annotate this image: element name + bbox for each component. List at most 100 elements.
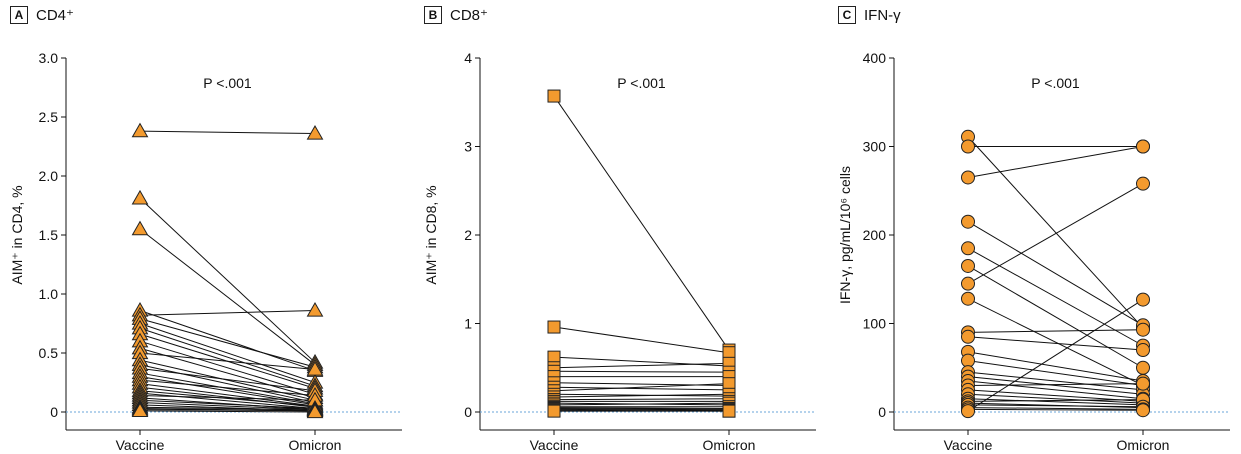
pair-line: [139, 383, 316, 407]
pair-line: [139, 397, 316, 411]
pair-line: [139, 390, 316, 407]
y-tick-label: 3.0: [39, 50, 59, 66]
pair-line: [967, 247, 1144, 347]
data-point-circle: [961, 258, 975, 273]
pair-line: [967, 183, 1144, 285]
data-point-circle: [1136, 322, 1150, 337]
pair-line: [967, 399, 1144, 402]
pair-line: [967, 221, 1144, 326]
pair-line: [139, 310, 316, 316]
pair-line: [139, 372, 316, 405]
x-category-label: Omicron: [289, 437, 342, 453]
pair-line: [139, 318, 316, 368]
y-axis-label: AIM⁺ in CD8, %: [423, 185, 439, 284]
pair-line: [139, 323, 316, 383]
pair-line: [139, 402, 316, 411]
y-tick-label: 0: [878, 404, 886, 420]
pair-line: [967, 299, 1144, 412]
pair-line: [139, 364, 316, 404]
panel-a-header: A CD4⁺: [10, 6, 74, 24]
panel-b: 0 1 2 3 4 Vaccine Omicron AIM⁺ in CD8, % P <.001…: [414, 0, 827, 454]
pair-line: [553, 408, 730, 411]
pair-line: [967, 407, 1144, 410]
pair-line: [139, 394, 316, 401]
data-point-circle: [961, 241, 975, 256]
panel-b-title: CD8⁺: [450, 7, 488, 24]
data-point-circle: [1136, 403, 1150, 418]
pair-line: [967, 383, 1144, 386]
pair-line: [967, 360, 1144, 386]
pair-line: [553, 95, 730, 351]
pair-line: [139, 406, 316, 411]
pair-line: [967, 136, 1144, 329]
pair-line: [553, 393, 730, 398]
panel-a-title: CD4⁺: [36, 7, 74, 24]
pair-line: [967, 336, 1144, 351]
data-point-circle: [1136, 343, 1150, 358]
y-tick-label: 2: [464, 227, 472, 243]
pair-line: [967, 265, 1144, 369]
data-point-square: [547, 89, 561, 103]
pair-line: [139, 379, 316, 396]
panel-c-title: IFN-γ: [864, 6, 901, 24]
pair-line: [967, 371, 1144, 391]
panel-a: 0 0.5 1.0 1.5 2.0 2.5 3.0 Vaccine Omicron AIM⁺ in…: [0, 0, 413, 454]
x-category-label: Omicron: [1117, 437, 1170, 453]
pair-line: [139, 409, 316, 412]
data-point-circle: [961, 214, 975, 229]
panel-a-plot: 0 0.5 1.0 1.5 2.0 2.5 3.0 Vaccine Omicron AIM⁺ in…: [9, 50, 402, 453]
panel-c-letter: C: [838, 6, 856, 24]
pair-line: [139, 198, 316, 363]
y-tick-label: 3: [464, 139, 472, 155]
data-point-circle: [1136, 139, 1150, 154]
y-tick-label: 0: [50, 404, 58, 420]
y-tick-label: 4: [464, 50, 472, 66]
y-tick-label: 2.5: [39, 109, 59, 125]
pair-line: [139, 340, 316, 395]
data-point-circle: [961, 329, 975, 344]
panel-c-header: C IFN-γ: [838, 6, 901, 24]
pair-line: [139, 399, 316, 409]
data-point-triangle: [306, 403, 324, 419]
data-point-triangle: [306, 302, 324, 317]
panel-c: 0 100 200 300 400 Vaccine Omicron IFN-γ, pg/mL/…: [828, 0, 1241, 454]
y-tick-label: 100: [863, 316, 887, 332]
panel-c-plot: 0 100 200 300 400 Vaccine Omicron IFN-γ, pg/mL/…: [837, 50, 1230, 453]
pair-line: [967, 393, 1144, 404]
pair-line: [967, 298, 1144, 386]
data-point-triangle: [131, 189, 149, 205]
pair-line: [139, 392, 316, 409]
pair-line: [139, 404, 316, 412]
pair-line: [139, 327, 316, 387]
pair-line: [139, 376, 316, 406]
pair-line: [967, 146, 1144, 178]
pair-line: [553, 370, 730, 373]
data-point-circle: [1136, 360, 1150, 375]
data-point-circle: [961, 170, 975, 185]
data-point-square: [547, 404, 561, 418]
data-point-square: [722, 404, 736, 418]
data-point-circle: [1136, 292, 1150, 307]
pair-line: [139, 410, 316, 413]
y-tick-label: 1.5: [39, 227, 59, 243]
data-point-circle: [1136, 376, 1150, 391]
x-category-label: Vaccine: [530, 437, 579, 453]
data-point-circle: [961, 276, 975, 291]
data-point-circle: [961, 139, 975, 154]
pair-line: [967, 408, 1144, 411]
x-category-label: Vaccine: [944, 437, 993, 453]
pair-line: [553, 402, 730, 406]
x-category-label: Omicron: [703, 437, 756, 453]
pair-line: [967, 376, 1144, 395]
p-value-annotation: P <.001: [617, 75, 666, 91]
data-point-triangle: [131, 402, 149, 417]
pair-line: [967, 404, 1144, 408]
pair-line: [967, 351, 1144, 382]
y-tick-label: 1: [464, 316, 472, 332]
y-axis-label: AIM⁺ in CD4, %: [9, 185, 25, 284]
pair-line: [139, 359, 316, 401]
data-point-square: [547, 320, 561, 334]
y-tick-label: 400: [863, 50, 887, 66]
pair-line: [139, 228, 316, 366]
pair-line: [139, 352, 316, 371]
